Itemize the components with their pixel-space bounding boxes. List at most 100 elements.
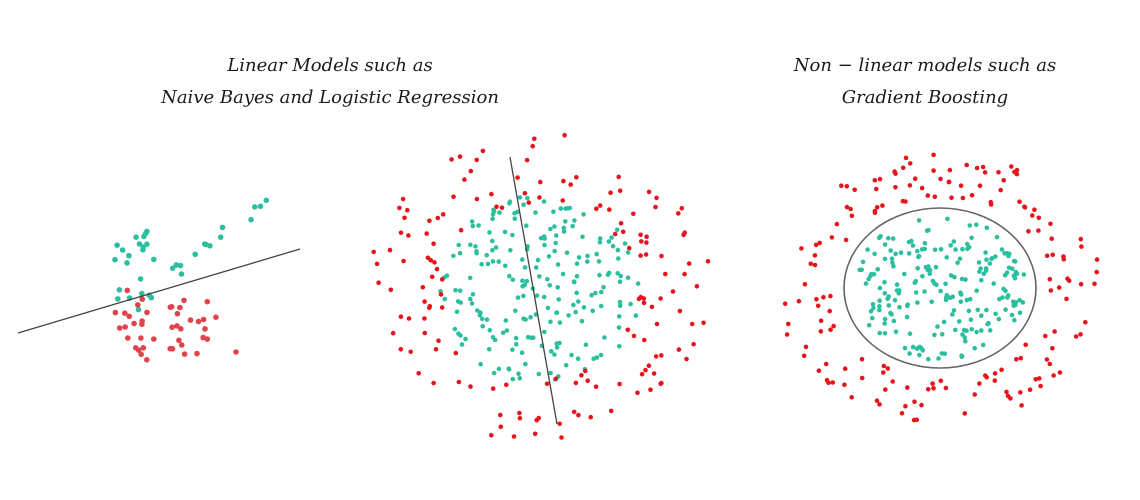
class-b-dot xyxy=(439,277,445,282)
class-a-dot xyxy=(555,285,560,290)
class-b-dot xyxy=(784,332,790,337)
class-a-dot xyxy=(959,353,964,359)
class-a-dot xyxy=(589,292,594,298)
class-a-dot xyxy=(1002,251,1007,256)
class-a-dot xyxy=(910,344,916,350)
class-a-dot xyxy=(263,197,270,204)
class-b-dot xyxy=(498,412,503,418)
class-b-dot xyxy=(694,284,700,289)
class-b-dot xyxy=(677,308,683,314)
class-a-dot xyxy=(510,347,515,353)
class-a-dot xyxy=(1009,312,1015,318)
class-b-dot xyxy=(1079,244,1084,249)
class-a-dot xyxy=(609,235,614,240)
class-b-dot xyxy=(1047,276,1053,282)
class-a-dot xyxy=(617,303,623,309)
class-a-dot xyxy=(616,314,622,319)
class-a-dot xyxy=(542,236,547,241)
class-b-dot xyxy=(931,385,936,391)
class-b-dot xyxy=(659,353,664,358)
class-b-dot xyxy=(980,164,986,170)
class-a-dot xyxy=(573,309,578,315)
class-a-dot xyxy=(583,342,589,348)
class-a-dot xyxy=(598,352,604,358)
class-a-dot xyxy=(893,329,899,335)
class-a-dot xyxy=(575,356,581,362)
class-a-dot xyxy=(943,281,948,287)
class-b-dot xyxy=(654,195,659,201)
class-b-dot xyxy=(859,356,865,362)
class-a-dot xyxy=(999,247,1005,252)
class-a-dot xyxy=(548,319,553,325)
class-a-dot xyxy=(920,274,925,279)
class-b-dot xyxy=(213,314,219,321)
class-a-dot xyxy=(553,240,558,246)
class-b-dot xyxy=(1061,254,1066,259)
class-a-dot xyxy=(484,252,490,258)
class-a-dot xyxy=(469,301,475,306)
class-b-dot xyxy=(1064,296,1069,302)
class-a-dot xyxy=(593,290,598,296)
class-a-dot xyxy=(522,282,528,288)
class-a-dot xyxy=(936,356,941,361)
class-a-dot xyxy=(891,264,896,269)
class-a-dot xyxy=(571,279,577,284)
class-b-dot xyxy=(877,176,883,182)
class-b-dot xyxy=(388,287,394,293)
class-b-dot xyxy=(691,341,696,347)
class-b-dot xyxy=(932,194,938,200)
class-b-dot xyxy=(140,345,147,351)
class-a-dot xyxy=(909,238,914,244)
class-a-dot xyxy=(574,261,580,267)
class-b-dot xyxy=(561,178,566,184)
class-a-dot xyxy=(178,271,185,277)
class-b-dot xyxy=(930,381,935,386)
class-b-dot xyxy=(1033,377,1038,382)
class-a-dot xyxy=(173,262,180,268)
class-a-dot xyxy=(169,265,176,272)
class-b-dot xyxy=(474,157,480,163)
class-b-dot xyxy=(938,176,943,182)
class-b-dot xyxy=(494,204,499,209)
class-a-dot xyxy=(468,296,473,302)
class-b-dot xyxy=(204,298,211,305)
class-b-dot xyxy=(376,280,381,286)
class-b-dot xyxy=(1065,276,1070,282)
class-a-dot xyxy=(993,311,998,317)
class-a-dot xyxy=(951,239,957,244)
class-b-dot xyxy=(194,350,200,357)
class-a-dot xyxy=(207,243,213,249)
class-a-dot xyxy=(506,367,512,372)
class-b-dot xyxy=(617,381,622,387)
class-a-dot xyxy=(548,226,553,232)
class-a-dot xyxy=(987,261,993,266)
class-a-dot xyxy=(606,239,612,244)
class-a-dot xyxy=(866,322,872,328)
class-a-dot xyxy=(522,265,528,270)
class-b-dot xyxy=(1078,281,1084,287)
linear-decision-boundary xyxy=(17,248,301,334)
class-a-dot xyxy=(1017,297,1022,303)
class-a-dot xyxy=(510,376,516,382)
class-b-dot xyxy=(200,334,206,341)
class-b-dot xyxy=(537,195,542,200)
class-a-dot xyxy=(882,291,888,296)
class-a-dot xyxy=(563,363,569,368)
class-b-dot xyxy=(390,330,396,336)
class-a-dot xyxy=(521,316,526,322)
class-a-dot xyxy=(519,350,525,356)
class-a-dot xyxy=(140,247,146,253)
class-a-dot xyxy=(478,310,483,316)
class-a-dot xyxy=(923,264,929,270)
class-a-dot xyxy=(521,202,526,207)
class-b-dot xyxy=(607,207,612,212)
class-b-dot xyxy=(122,324,128,330)
class-a-dot xyxy=(151,256,157,263)
class-a-dot xyxy=(569,352,574,358)
class-a-dot xyxy=(534,293,540,298)
class-a-dot xyxy=(985,321,990,327)
class-a-dot xyxy=(124,260,130,266)
class-a-dot xyxy=(579,318,585,324)
class-a-dot xyxy=(944,255,949,260)
class-b-dot xyxy=(490,386,496,391)
